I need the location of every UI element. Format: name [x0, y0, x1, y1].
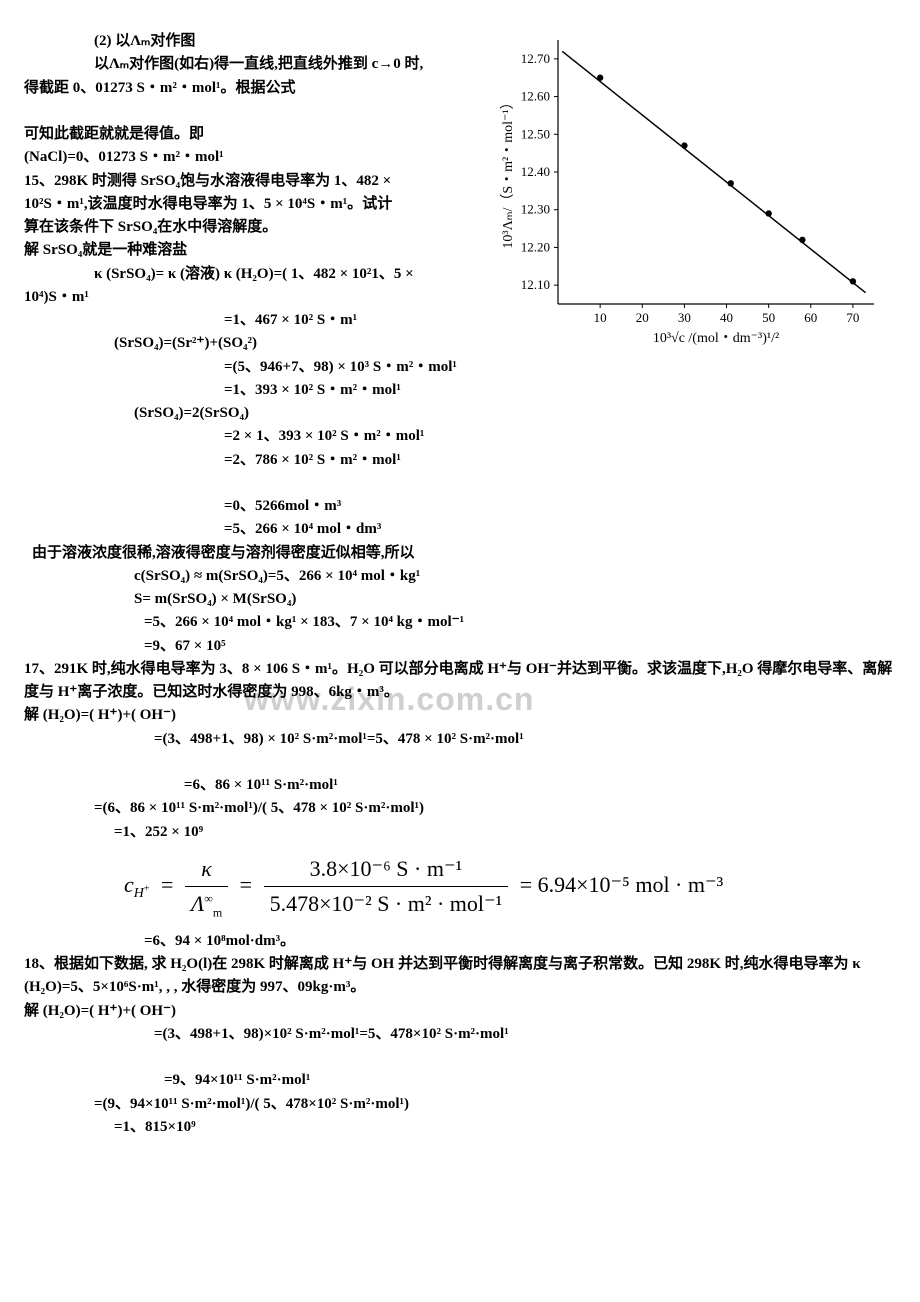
text: =6、86 × 10¹¹ S·m²·mol¹ [24, 774, 896, 797]
text: =0、5266mol・m³ [24, 495, 896, 518]
q17-header: 17、291K 时,纯水得电导率为 3、8 × 106 S・m¹。H₂O 可以部… [24, 658, 896, 705]
text: c(SrSO₄) ≈ m(SrSO₄)=5、266 × 10⁴ mol・kg¹ [24, 565, 896, 588]
text: (SrSO₄)=2(SrSO₄) [24, 402, 896, 425]
text: =(3、498+1、98)×10² S·m²·mol¹=5、478×10² S·… [24, 1023, 896, 1046]
text: 可知此截距就就是得值。即 [24, 123, 896, 146]
text: =(3、498+1、98) × 10² S·m²·mol¹=5、478 × 10… [24, 728, 896, 751]
text: =(5、946+7、98) × 10³ S・m²・mol¹ [24, 356, 896, 379]
text: =6、94 × 10⁸mol·dm³。 [24, 930, 896, 953]
q15-header: 15、298K 时测得 SrSO₄饱与水溶液得电导率为 1、482 × [24, 170, 896, 193]
text: 以Λₘ对作图(如右)得一直线,把直线外推到 c→0 时, [24, 53, 896, 76]
text: =(6、86 × 10¹¹ S·m²·mol¹)/( 5、478 × 10² S… [24, 797, 896, 820]
text: 10⁴)S・m¹ [24, 286, 896, 309]
solution-header: 解 (H₂O)=( H⁺)+( OH⁻) [24, 704, 896, 727]
text: (NaCl)=0、01273 S・m²・mol¹ [24, 146, 896, 169]
text: S= m(SrSO₄) × M(SrSO₄) [24, 588, 896, 611]
text: =(9、94×10¹¹ S·m²·mol¹)/( 5、478×10² S·m²·… [24, 1093, 896, 1116]
math-equation-cH: cH+ = κ Λ∞m = 3.8×10⁻⁶ S · m⁻¹ 5.478×10⁻… [124, 852, 896, 922]
text: =1、252 × 10⁹ [24, 821, 896, 844]
text: =5、266 × 10⁴ mol・kg¹ × 183、7 × 10⁴ kg・mo… [24, 611, 896, 634]
section-title-2: (2) 以Λₘ对作图 [24, 30, 896, 53]
text: =9、94×10¹¹ S·m²·mol¹ [24, 1069, 896, 1092]
text: =2、786 × 10² S・m²・mol¹ [24, 449, 896, 472]
text: =1、815×10⁹ [24, 1116, 896, 1139]
solution-header: 解 (H₂O)=( H⁺)+( OH⁻) [24, 1000, 896, 1023]
text: 由于溶液浓度很稀,溶液得密度与溶剂得密度近似相等,所以 [24, 542, 896, 565]
q18-header: 18、根据如下数据, 求 H₂O(l)在 298K 时解离成 H⁺与 OH 并达… [24, 953, 896, 1000]
text: =1、393 × 10² S・m²・mol¹ [24, 379, 896, 402]
text: =5、266 × 10⁴ mol・dm³ [24, 518, 896, 541]
text: 算在该条件下 SrSO₄在水中得溶解度。 [24, 216, 896, 239]
text: 得截距 0、01273 S・m²・mol¹。根据公式 [24, 77, 896, 100]
text: =1、467 × 10² S・m¹ [24, 309, 896, 332]
solution-header: 解 SrSO₄就是一种难溶盐 [24, 239, 896, 262]
text: (SrSO₄)=(Sr²⁺)+(SO₄²) [24, 332, 896, 355]
text: =9、67 × 10⁵ [24, 635, 896, 658]
text: 10²S・m¹,该温度时水得电导率为 1、5 × 10⁴S・m¹。试计 [24, 193, 896, 216]
text: =2 × 1、393 × 10² S・m²・mol¹ [24, 425, 896, 448]
text: κ (SrSO₄)= κ (溶液) κ (H₂O)=( 1、482 × 10²1… [24, 263, 896, 286]
